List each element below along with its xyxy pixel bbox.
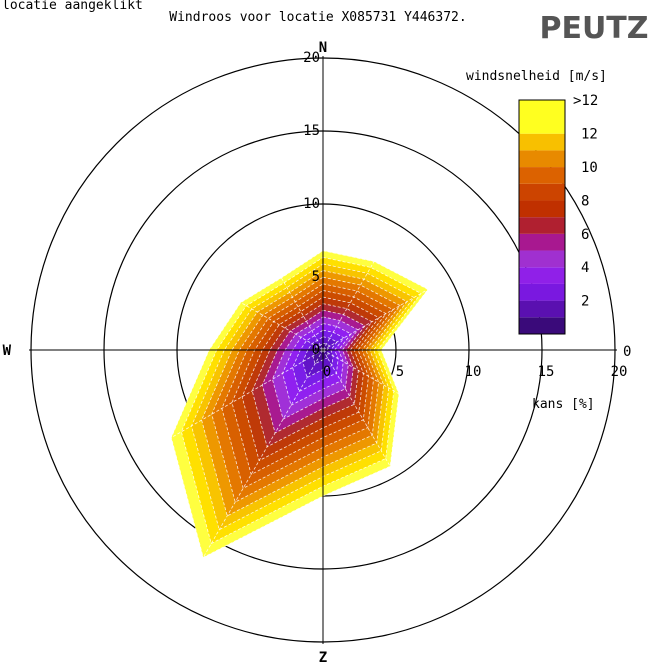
legend-label-4: 6 (581, 227, 589, 243)
radial-axis-label: kans [%] (532, 397, 595, 412)
legend-label-2: 10 (581, 160, 598, 176)
legend-band-11 (519, 150, 565, 168)
legend-band-4 (519, 267, 565, 284)
tick-north-15: 15 (303, 123, 320, 139)
web-spoke-150 (322, 349, 391, 467)
web-spoke-300 (240, 302, 324, 351)
legend-band-3 (519, 283, 565, 301)
direction-w: W (3, 343, 12, 359)
tick-east-15: 15 (538, 364, 555, 380)
direction-labels: N Z W (3, 40, 328, 663)
tick-east-0: 0 (323, 364, 331, 380)
legend-band-5 (519, 250, 565, 268)
web-spoke-330 (281, 277, 324, 351)
direction-z: Z (319, 650, 327, 663)
tick-east-5: 5 (396, 364, 404, 380)
wind-rose-polygons (171, 250, 428, 558)
web-spoke-240 (171, 349, 324, 438)
legend-label-6: 2 (581, 294, 589, 310)
rose-band-1 (312, 343, 330, 364)
legend-label-5: 4 (581, 260, 589, 276)
legend-title: windsnelheid [m/s] (466, 69, 607, 84)
legend-band-8 (519, 200, 565, 218)
legend-band-1 (519, 317, 565, 334)
tick-north-20: 20 (303, 50, 320, 66)
legend-band-10 (519, 167, 565, 184)
web-ring-8 (241, 296, 380, 462)
tick-north-5: 5 (312, 269, 320, 285)
web-spoke-120 (322, 349, 400, 395)
legend-band-13 (519, 100, 565, 134)
legend-band-2 (519, 300, 565, 318)
tick-east-10: 10 (465, 364, 482, 380)
legend-band-9 (519, 183, 565, 201)
legend-band-6 (519, 233, 565, 251)
peutz-logo: PEUTZ (539, 11, 648, 46)
legend-band-7 (519, 217, 565, 234)
legend-frame (518, 99, 566, 335)
legend-label-1: 12 (581, 127, 598, 143)
web-spoke-60 (322, 289, 429, 351)
tick-north-10: 10 (303, 196, 320, 212)
web-spoke-30 (322, 261, 375, 351)
legend-label-3: 8 (581, 193, 589, 209)
tick-north-0: 0 (312, 342, 320, 358)
tick-east-zero: 0 (623, 344, 631, 360)
compass-axes (29, 56, 617, 644)
chart-title: Windroos voor locatie X085731 Y446372. (169, 10, 466, 25)
legend-label-0: >12 (573, 93, 598, 109)
top-caption: locatie aangeklikt (2, 0, 143, 13)
speed-legend: windsnelheid [m/s] >12 12 10 8 6 4 2 (466, 69, 607, 335)
tick-east-20: 20 (611, 364, 628, 380)
legend-band-12 (519, 133, 565, 151)
direction-n: N (319, 40, 327, 56)
